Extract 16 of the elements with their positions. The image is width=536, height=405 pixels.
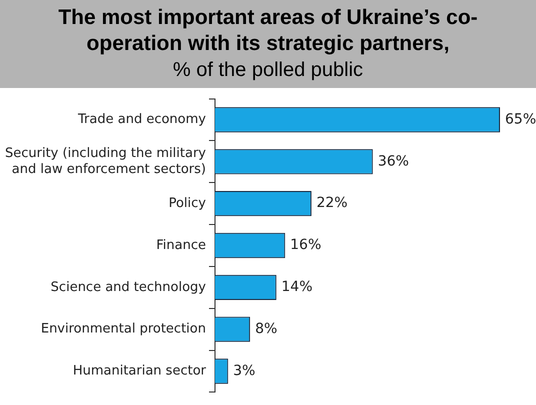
y-tick-label: Trade and economy bbox=[77, 112, 206, 128]
data-label: 65% bbox=[505, 111, 536, 128]
chart-title: The most important areas of Ukraine’s co-operation with its strategic partners, bbox=[57, 5, 479, 57]
y-tick-label: Science and technology bbox=[50, 280, 206, 295]
data-label: 8% bbox=[255, 320, 278, 337]
data-label: 22% bbox=[316, 195, 348, 212]
y-tick-label: Finance bbox=[156, 238, 206, 253]
data-label: 3% bbox=[233, 362, 256, 379]
data-label: 16% bbox=[290, 237, 322, 254]
chart-subtitle: % of the polled public bbox=[172, 58, 364, 83]
y-tick-label: Policy bbox=[168, 196, 206, 211]
y-tick-label: Environmental protection bbox=[40, 322, 206, 337]
y-tick-label: Security (including the military and law enforcement sectors) bbox=[4, 146, 206, 177]
data-label: 36% bbox=[378, 153, 409, 170]
y-tick-label: Humanitarian sector bbox=[72, 364, 207, 379]
data-label: 14% bbox=[281, 279, 313, 296]
